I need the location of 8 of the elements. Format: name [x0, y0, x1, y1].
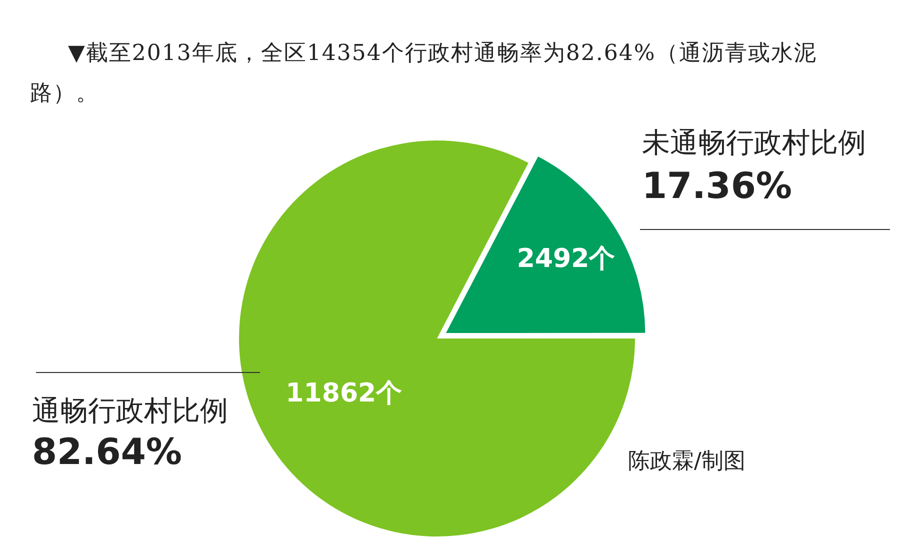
slice-label: 通畅行政村比例	[32, 393, 228, 429]
text: 82.64%	[32, 432, 182, 473]
data-label: 11862个	[286, 378, 402, 409]
text: 陈政霖/制图	[628, 448, 746, 476]
data-label: 2492个	[516, 244, 616, 274]
text: 17.36%	[642, 166, 792, 207]
chart-title: ▼截至2013年底，全区14354个行政村通畅率为82.64%（通沥青或水泥路）。	[30, 40, 818, 108]
slice-label: 未通畅行政村比例	[642, 125, 866, 161]
